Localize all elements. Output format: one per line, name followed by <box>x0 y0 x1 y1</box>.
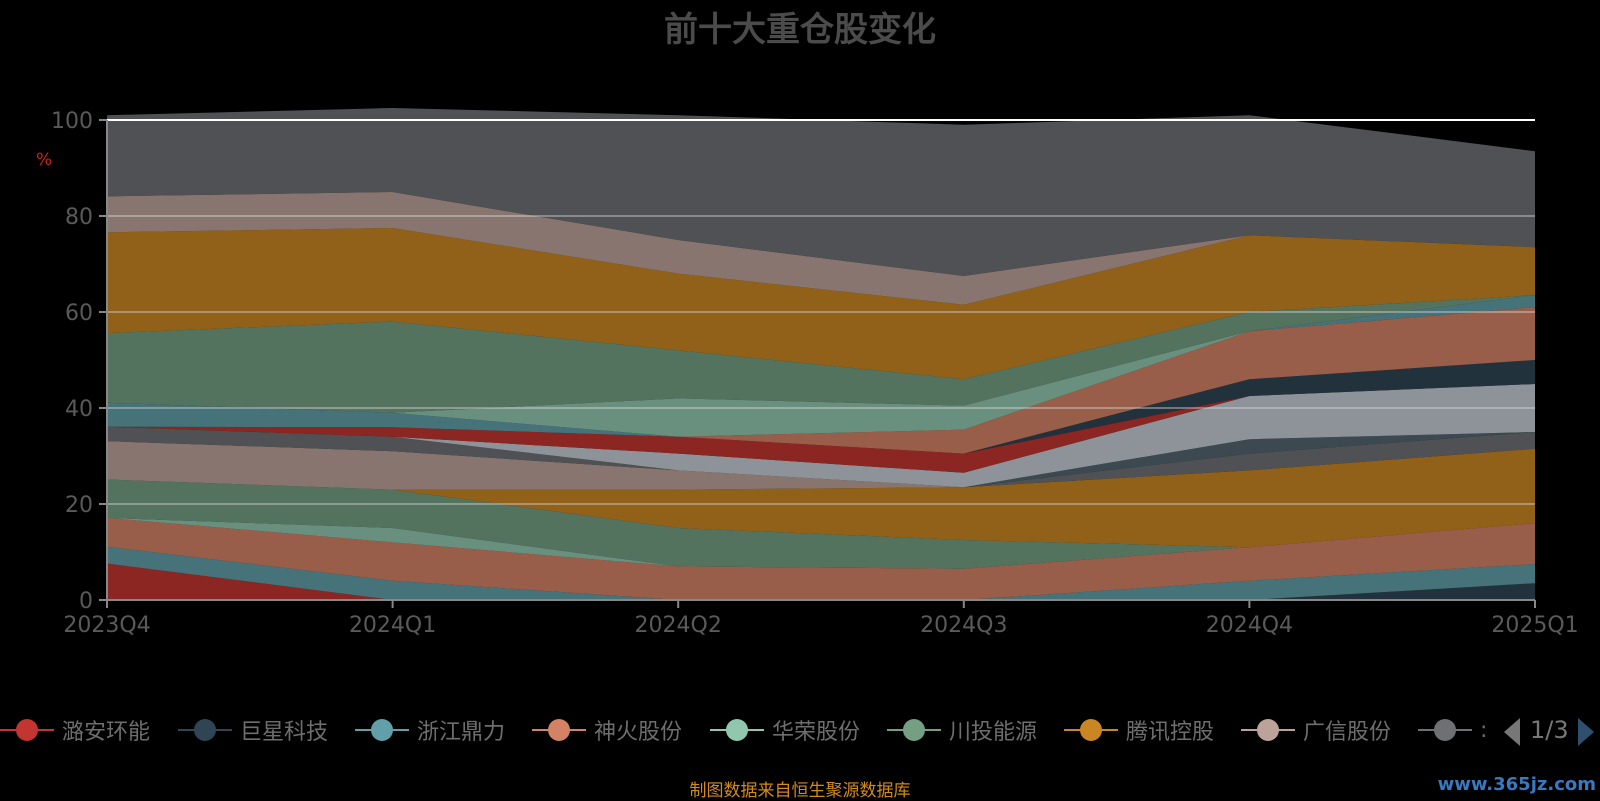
y-tick-label-60: 60 <box>65 301 93 326</box>
x-tick-label-2024Q3: 2024Q3 <box>920 613 1007 638</box>
y-tick-label-20: 20 <box>65 493 93 518</box>
legend-marker-icon <box>887 710 941 750</box>
area-series-3[interactable] <box>107 546 1535 600</box>
area-series-9[interactable] <box>107 426 1535 488</box>
legend: 潞安环能 巨星科技 浙江鼎力 神火股份 华荣股份 川投能源 腾讯控股 广信股份: <box>0 706 1600 756</box>
legend-label: 潞安环能 <box>62 720 151 745</box>
legend-prev-page-icon[interactable] <box>1504 718 1520 746</box>
y-axis-unit-label: % <box>36 150 53 170</box>
area-series-20[interactable] <box>107 108 1535 276</box>
area-series-7[interactable] <box>107 448 1535 548</box>
legend-item-3[interactable]: 浙江鼎力 <box>355 706 505 754</box>
x-tick-label-2024Q1: 2024Q1 <box>349 613 436 638</box>
legend-marker-icon <box>0 710 54 750</box>
area-series-19[interactable] <box>107 192 1535 305</box>
legend-item-1[interactable]: 潞安环能 <box>0 706 150 754</box>
grid-lines <box>107 119 1535 505</box>
legend-item-6[interactable]: 川投能源 <box>887 706 1037 754</box>
area-series-11[interactable] <box>107 384 1535 488</box>
series-areas <box>107 108 1535 600</box>
legend-label: 腾讯控股 <box>1126 720 1215 745</box>
legend-item-9[interactable]: : <box>1418 706 1487 754</box>
data-source-note: 制图数据来自恒生聚源数据库 <box>689 781 911 801</box>
legend-item-2[interactable]: 巨星科技 <box>178 706 328 754</box>
x-tick-label-2024Q2: 2024Q2 <box>635 613 722 638</box>
legend-label: : <box>1480 717 1488 743</box>
y-tick-label-100: 100 <box>51 109 93 134</box>
legend-label: 川投能源 <box>949 720 1038 745</box>
x-tick-label-2023Q4: 2023Q4 <box>63 613 150 638</box>
y-tick-label-0: 0 <box>79 589 93 614</box>
chart-title: 前十大重仓股变化 <box>664 10 936 50</box>
legend-marker-icon <box>355 710 409 750</box>
watermark: www.365jz.com <box>1437 774 1596 795</box>
area-series-18[interactable] <box>107 228 1535 380</box>
legend-marker-icon <box>1241 710 1295 750</box>
legend-label: 华荣股份 <box>772 720 861 745</box>
legend-label: 巨星科技 <box>240 720 329 745</box>
area-series-17[interactable] <box>107 295 1535 413</box>
legend-label: 神火股份 <box>594 720 683 745</box>
legend-marker-icon <box>532 710 586 750</box>
y-tick-label-80: 80 <box>65 205 93 230</box>
legend-item-5[interactable]: 华荣股份 <box>710 706 860 754</box>
area-series-8[interactable] <box>107 441 1535 490</box>
y-tick-label-40: 40 <box>65 397 93 422</box>
x-tick-label-2025Q1: 2025Q1 <box>1491 613 1578 638</box>
area-series-12[interactable] <box>107 384 1535 473</box>
legend-label: 浙江鼎力 <box>417 720 506 745</box>
area-series-2[interactable] <box>107 563 1535 600</box>
area-series-4[interactable] <box>107 517 1535 600</box>
area-series-1[interactable] <box>107 563 1535 600</box>
area-series-15[interactable] <box>107 295 1535 437</box>
legend-label: 广信股份 <box>1303 720 1392 745</box>
legend-item-8[interactable]: 广信股份 <box>1241 706 1391 754</box>
area-series-6[interactable] <box>107 479 1535 569</box>
x-tick-label-2024Q4: 2024Q4 <box>1206 613 1293 638</box>
legend-item-4[interactable]: 神火股份 <box>532 706 682 754</box>
legend-next-page-icon[interactable] <box>1578 718 1594 746</box>
area-series-5[interactable] <box>107 517 1535 569</box>
legend-marker-icon <box>710 710 764 750</box>
legend-marker-icon <box>1418 710 1472 750</box>
legend-marker-icon <box>1064 710 1118 750</box>
legend-page-indicator: 1/3 <box>1530 716 1569 744</box>
axes: 0 20 40 60 80 100 2023Q4 2024Q1 2024Q2 2024Q3 2024… <box>51 109 1579 638</box>
legend-marker-icon <box>178 710 232 750</box>
legend-pager: 1/3 <box>1504 712 1600 752</box>
area-series-14[interactable] <box>107 307 1535 454</box>
legend-item-7[interactable]: 腾讯控股 <box>1064 706 1214 754</box>
